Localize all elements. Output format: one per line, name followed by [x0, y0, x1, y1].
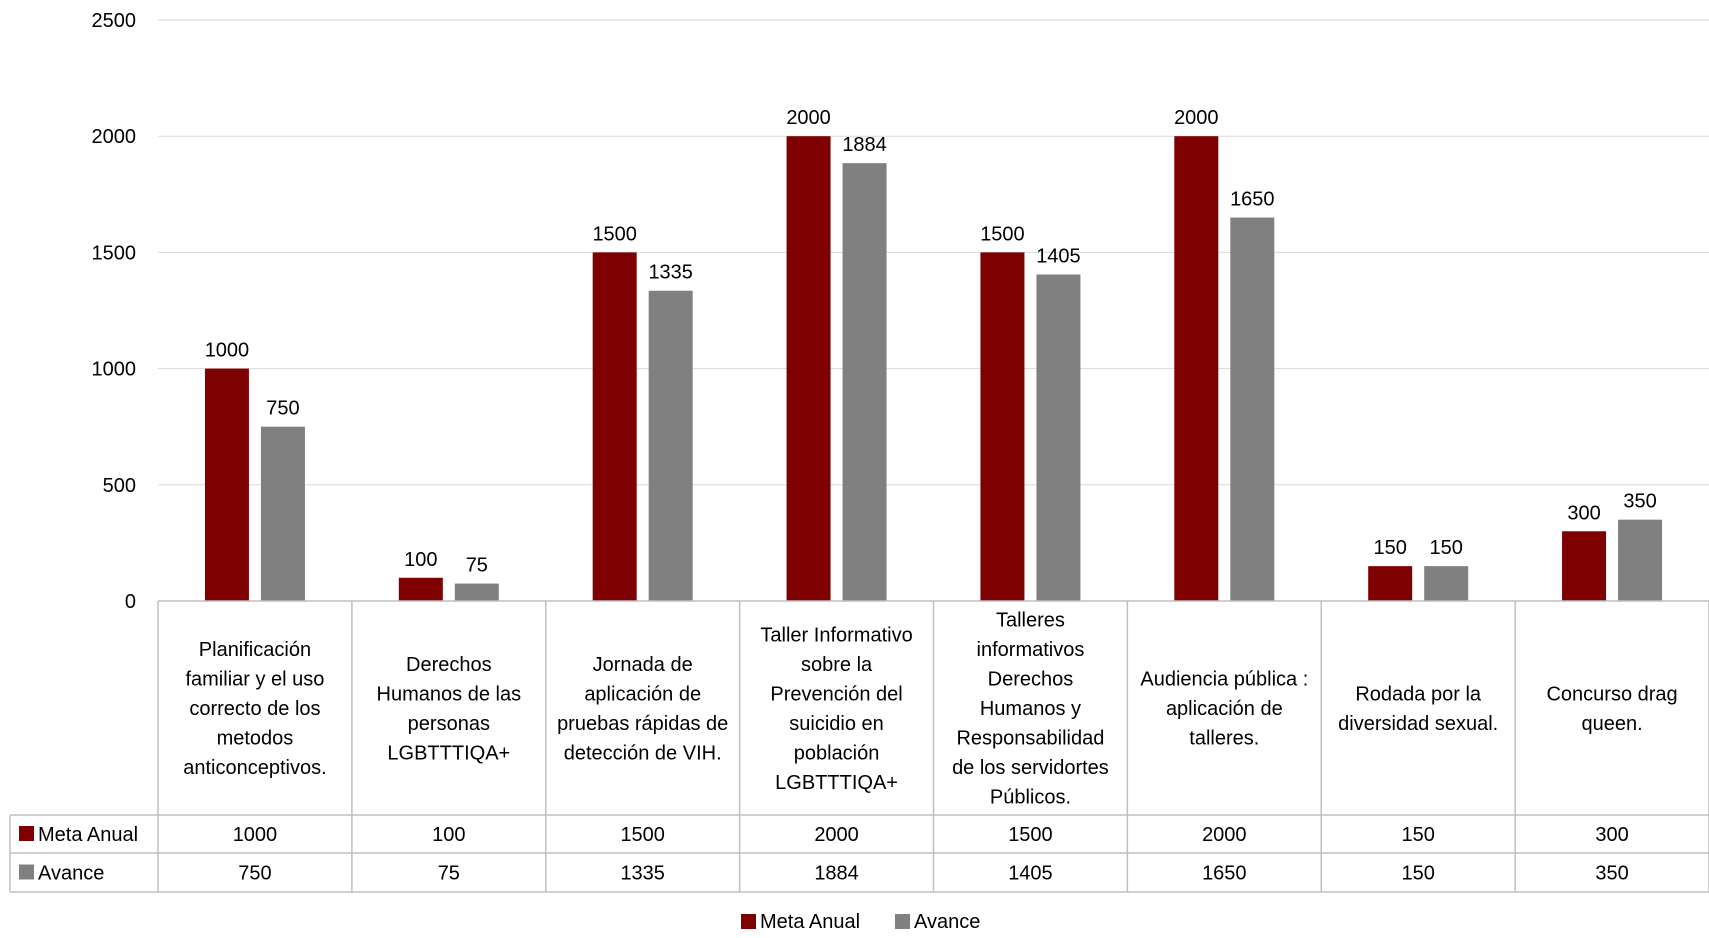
x-category-label: Concurso drag queen. — [1546, 683, 1677, 735]
data-label: 100 — [404, 549, 437, 571]
bar-meta-anual — [204, 368, 249, 601]
x-category-label: Planificación familiar y el uso correcto d… — [183, 639, 326, 779]
y-axis-ticks: 0 500 1000 1500 2000 2500 — [92, 10, 137, 613]
table-cell: 1405 — [1008, 863, 1053, 885]
data-label: 150 — [1430, 537, 1463, 559]
data-label: 75 — [466, 555, 488, 577]
bar-meta-anual — [1368, 566, 1413, 601]
table-series-name: Avance — [38, 863, 104, 885]
data-labels: 1000 100 1500 2000 1500 2000 150 300 750 75 1335 18… — [205, 107, 1657, 576]
data-label: 1405 — [1036, 245, 1081, 267]
bar-avance — [1230, 217, 1275, 602]
gridlines — [158, 19, 1709, 486]
y-tick-label: 500 — [103, 475, 136, 497]
legend-label: Meta Anual — [760, 911, 860, 933]
data-label: 1335 — [648, 262, 693, 284]
y-tick-label: 1000 — [92, 359, 137, 381]
bar-avance — [1424, 566, 1469, 601]
bar-meta-anual — [1562, 531, 1607, 601]
data-label: 350 — [1623, 491, 1656, 513]
data-label: 1000 — [205, 340, 250, 362]
x-category-label: Jornada de aplicación de pruebas rápidas d… — [557, 654, 728, 765]
table-series-name: Meta Anual — [38, 824, 138, 846]
data-label: 300 — [1567, 502, 1600, 524]
table-cell: 1500 — [620, 824, 665, 846]
table-cell: 1000 — [233, 824, 278, 846]
table-cell: 2000 — [1202, 824, 1247, 846]
legend: Meta Anual Avance — [741, 911, 980, 933]
bar-avance — [648, 290, 693, 601]
table-cell: 2000 — [814, 824, 859, 846]
data-label: 2000 — [786, 107, 831, 129]
y-tick-label: 1500 — [92, 242, 137, 264]
data-label: 1650 — [1230, 189, 1275, 211]
data-label: 1884 — [842, 134, 887, 156]
table-cell: 150 — [1402, 863, 1435, 885]
table-cell: 1335 — [620, 863, 665, 885]
table-legend-key — [19, 864, 34, 880]
table-legend-key — [19, 826, 34, 841]
table-cell: 100 — [432, 824, 465, 846]
x-category-label: Taller Informativo sobre la Prevención del… — [760, 624, 912, 794]
table-cell: 150 — [1402, 824, 1435, 846]
data-label: 2000 — [1174, 107, 1219, 129]
bar-meta-anual — [398, 577, 443, 601]
bar-avance — [454, 583, 499, 601]
x-category-label: Rodada por la diversidad sexual. — [1338, 683, 1498, 735]
bar-meta-anual — [980, 252, 1025, 601]
table-cell: 1650 — [1202, 863, 1247, 885]
data-label: 150 — [1374, 537, 1407, 559]
legend-swatch — [741, 914, 756, 929]
table-cell: 350 — [1595, 863, 1628, 885]
bars — [204, 136, 1663, 602]
x-category-label: Talleres informativos Derechos Humanos y Res… — [952, 610, 1109, 809]
bar-avance — [1618, 519, 1663, 601]
y-tick-label: 0 — [125, 591, 136, 613]
data-label: 1500 — [980, 223, 1025, 245]
y-tick-label: 2000 — [92, 126, 137, 148]
y-tick-label: 2500 — [92, 10, 137, 32]
data-table: Planificación familiar y el uso correcto d… — [9, 600, 1709, 893]
bar-meta-anual — [592, 252, 637, 601]
bar-avance — [1036, 274, 1081, 601]
bar-meta-anual — [786, 136, 831, 601]
table-cell: 1884 — [814, 863, 859, 885]
data-label: 1500 — [592, 223, 637, 245]
legend-swatch — [895, 914, 910, 929]
legend-label: Avance — [914, 911, 980, 933]
bar-avance — [260, 426, 305, 601]
bar-avance — [842, 163, 887, 602]
table-cell: 300 — [1595, 824, 1628, 846]
bar-meta-anual — [1174, 136, 1219, 601]
table-cell: 1500 — [1008, 824, 1053, 846]
x-category-label: Audiencia pública : aplicación de talleres… — [1140, 669, 1308, 750]
x-category-label: Derechos Humanos de las personas LGBTTTIQA+ — [377, 654, 522, 765]
table-cell: 750 — [238, 863, 271, 885]
data-label: 750 — [266, 398, 299, 420]
table-cell: 75 — [438, 863, 460, 885]
